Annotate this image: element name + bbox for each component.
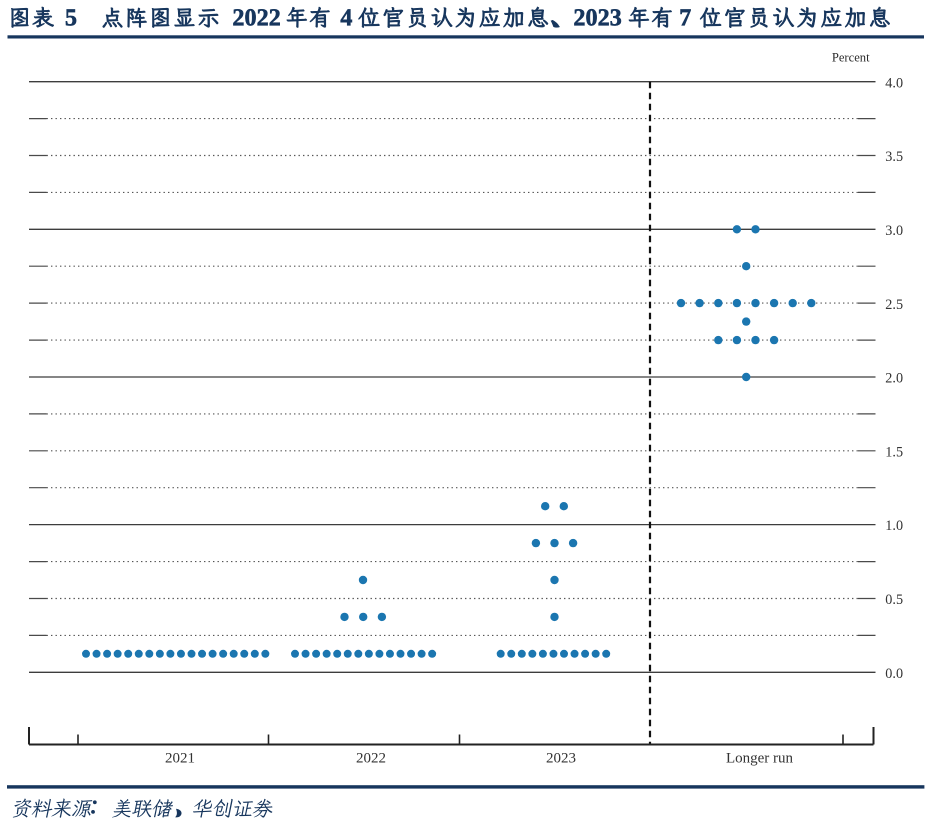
svg-text:3.0: 3.0 (885, 223, 903, 239)
svg-text:Longer run: Longer run (726, 750, 794, 766)
svg-text:1.0: 1.0 (885, 518, 903, 534)
svg-text:2023: 2023 (546, 750, 576, 766)
svg-text:0.0: 0.0 (885, 666, 903, 682)
svg-text:3.5: 3.5 (885, 149, 903, 165)
svg-text:2.0: 2.0 (885, 371, 903, 387)
svg-text:0.5: 0.5 (885, 592, 903, 608)
svg-text:Percent: Percent (832, 51, 870, 65)
svg-text:2022: 2022 (356, 750, 386, 766)
svg-text:2.5: 2.5 (885, 297, 903, 313)
svg-text:1.5: 1.5 (885, 444, 903, 460)
svg-text:4.0: 4.0 (885, 75, 903, 91)
svg-text:2021: 2021 (165, 750, 195, 766)
